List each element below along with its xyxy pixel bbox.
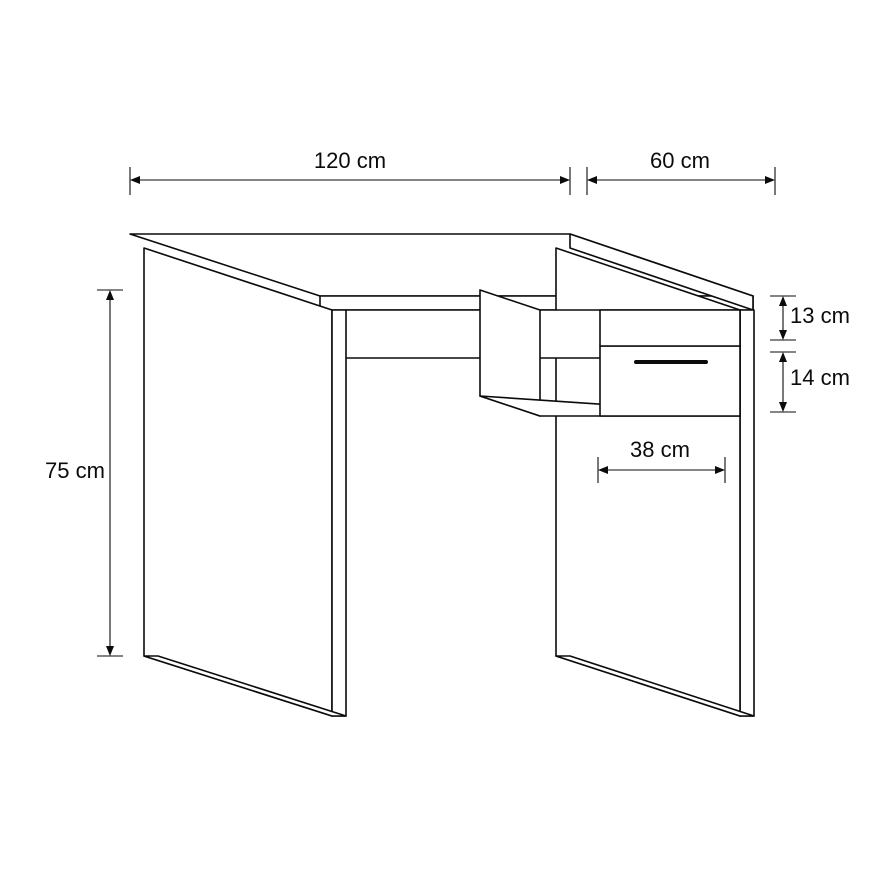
desk-dimension-diagram: 120 cm 60 cm 75 cm 13 cm 14 cm 38 cm [0,0,880,880]
height-label: 75 cm [45,458,105,483]
width-label: 120 cm [314,148,386,173]
drawer-top-strip [600,310,740,346]
gap_top-label: 13 cm [790,303,850,328]
left-leg-face [144,248,332,716]
drawer_h-label: 14 cm [790,365,850,390]
right-leg-edge [740,310,754,716]
depth-label: 60 cm [650,148,710,173]
drawer-front [600,346,740,416]
left-leg-edge [332,310,346,716]
drawer_w-label: 38 cm [630,437,690,462]
